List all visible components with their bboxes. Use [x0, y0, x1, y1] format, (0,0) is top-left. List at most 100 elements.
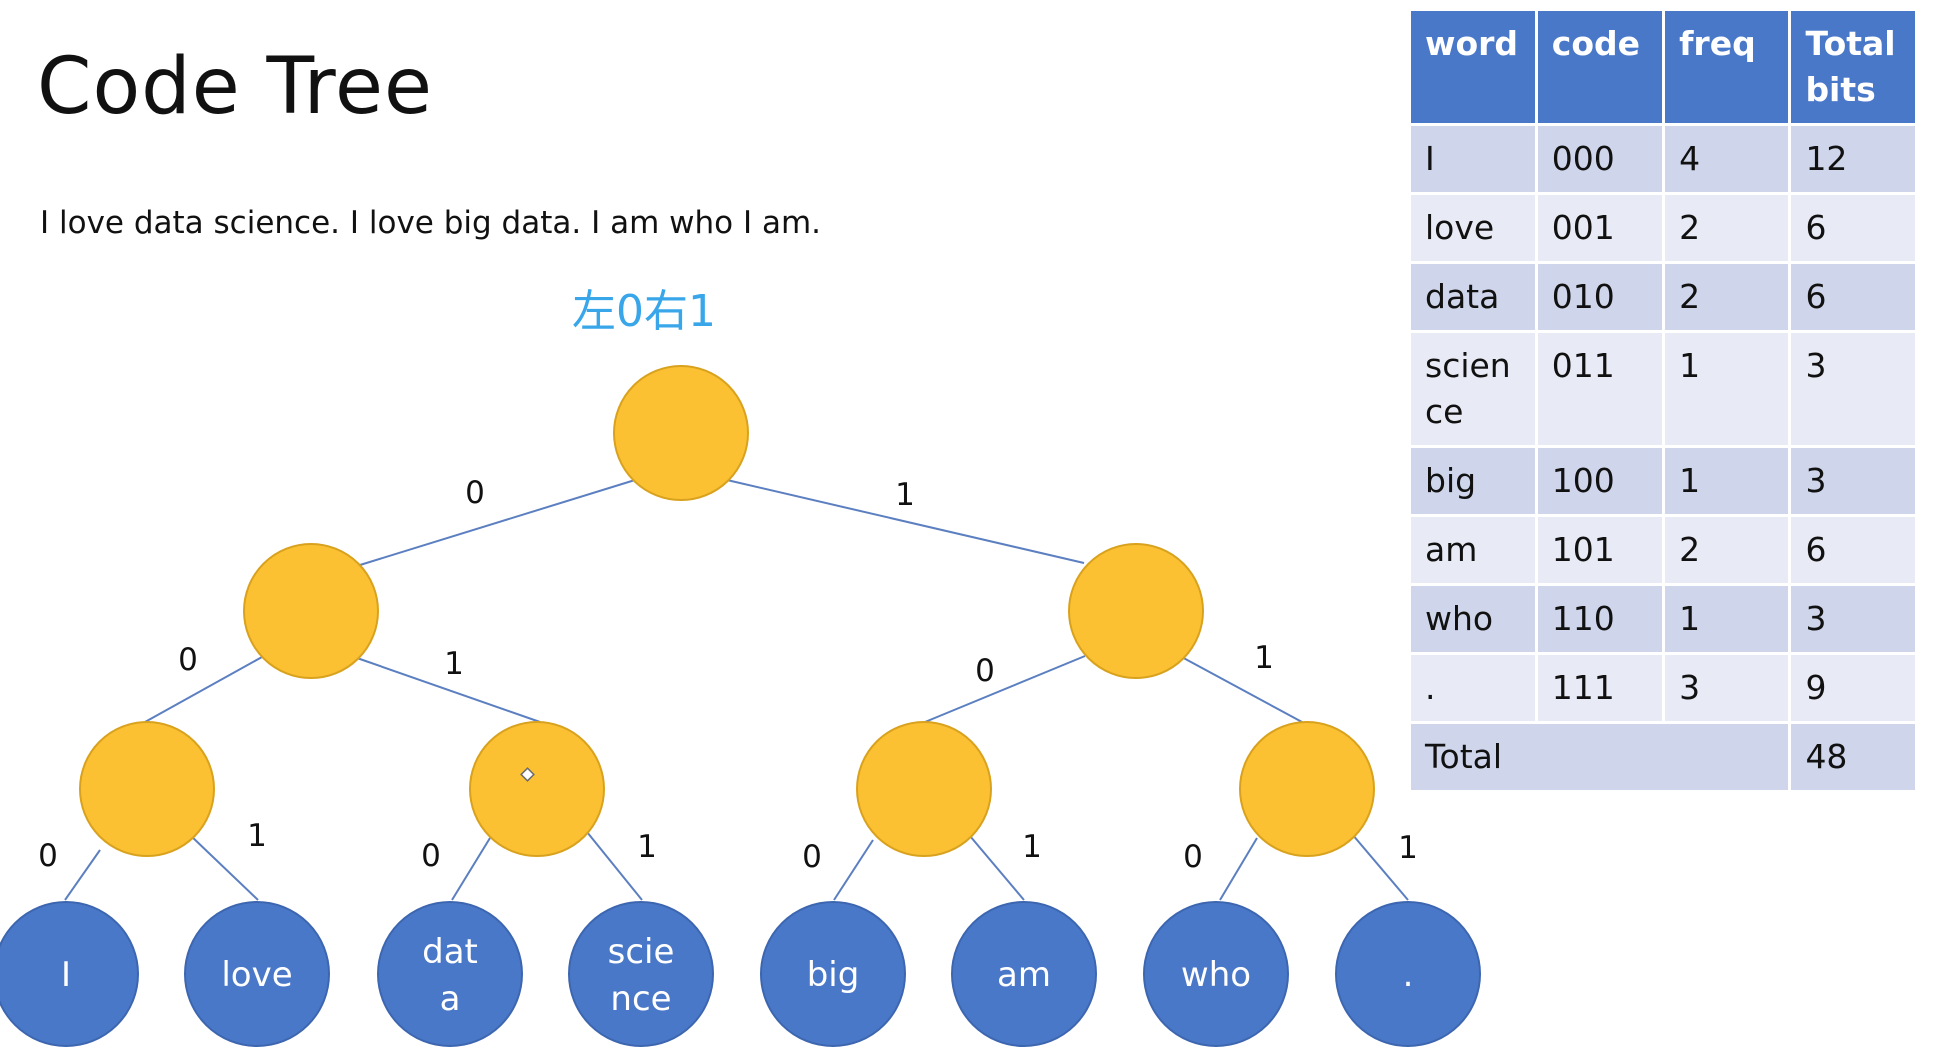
- leaf-label-data-line1: dat: [422, 932, 478, 972]
- edge-rl-left: [833, 839, 874, 901]
- cell-total: 6: [1788, 192, 1918, 264]
- table-row: big 100 1 3: [1408, 445, 1918, 517]
- cell-code: 101: [1534, 514, 1666, 586]
- edge-r-left: [924, 655, 1086, 723]
- leaf-node-i: [0, 901, 139, 1047]
- header-word: word: [1408, 8, 1538, 126]
- cell-word: who: [1408, 583, 1538, 655]
- cell-freq: 4: [1662, 123, 1792, 195]
- cell-code: 100: [1534, 445, 1666, 517]
- edge-ll-right: [189, 834, 259, 901]
- table-row: who 110 1 3: [1408, 583, 1918, 655]
- cell-total: 9: [1788, 652, 1918, 724]
- header-total-bits: Total bits: [1788, 8, 1918, 126]
- edge-label-r-left: 0: [975, 653, 995, 689]
- leaf-label-who: who: [1181, 955, 1251, 995]
- slide-title: Code Tree: [37, 42, 433, 132]
- cell-freq: 1: [1662, 330, 1792, 448]
- node-root: [613, 365, 749, 501]
- total-value: 48: [1788, 721, 1918, 793]
- leaf-node-science: [568, 901, 714, 1047]
- edge-rr-right: [1351, 833, 1409, 901]
- cell-total: 12: [1788, 123, 1918, 195]
- table-row: scien ce 011 1 3: [1408, 330, 1918, 448]
- edge-rr-left: [1219, 837, 1258, 901]
- leaf-label-data-line2: a: [440, 979, 461, 1019]
- cell-word: love: [1408, 192, 1538, 264]
- cell-code: 111: [1534, 652, 1666, 724]
- cell-word: I: [1408, 123, 1538, 195]
- node-right-right: [1239, 721, 1375, 857]
- leaf-node-data: [377, 901, 523, 1047]
- leaf-label-period: .: [1403, 955, 1414, 995]
- internal-nodes: [79, 365, 1375, 857]
- edge-label-ll-left: 0: [38, 838, 58, 874]
- cell-total: 3: [1788, 330, 1918, 448]
- header-freq: freq: [1662, 8, 1792, 126]
- leaf-label-science-line1: scie: [608, 932, 675, 972]
- leaf-labels: I love dat a scie nce big am who .: [61, 932, 1413, 1019]
- leaf-node-who: [1143, 901, 1289, 1047]
- table-row: . 111 3 9: [1408, 652, 1918, 724]
- edge-lr-right: [586, 831, 643, 901]
- leaf-node-am: [951, 901, 1097, 1047]
- leaf-nodes: [0, 901, 1481, 1047]
- left-right-hint: 左0右1: [572, 286, 716, 337]
- cell-total: 6: [1788, 261, 1918, 333]
- table-header-row: word code freq Total bits: [1408, 8, 1918, 126]
- edge-l-right: [356, 657, 541, 723]
- edge-r-right: [1177, 654, 1303, 723]
- cell-word: big: [1408, 445, 1538, 517]
- cell-freq: 1: [1662, 583, 1792, 655]
- cell-total: 3: [1788, 583, 1918, 655]
- leaf-label-science-line2: nce: [610, 979, 671, 1019]
- edge-label-root-left: 0: [465, 475, 485, 511]
- cell-word: .: [1408, 652, 1538, 724]
- edge-root-left: [359, 479, 636, 566]
- cell-total: 3: [1788, 445, 1918, 517]
- cell-code: 001: [1534, 192, 1666, 264]
- cell-code: 011: [1534, 330, 1666, 448]
- edge-l-left: [144, 656, 263, 723]
- cell-word: scien ce: [1408, 330, 1538, 448]
- edge-lr-left: [451, 837, 491, 901]
- edge-label-root-right: 1: [895, 477, 915, 513]
- edge-label-l-left: 0: [178, 642, 198, 678]
- cell-freq: 3: [1662, 652, 1792, 724]
- leaf-node-period: [1335, 901, 1481, 1047]
- edge-root-right: [726, 479, 1085, 564]
- leaf-label-big: big: [807, 955, 860, 995]
- edge-rl-right: [969, 835, 1025, 901]
- edge-label-rl-right: 1: [1022, 829, 1042, 865]
- edge-label-l-right: 1: [444, 646, 464, 682]
- cell-freq: 2: [1662, 514, 1792, 586]
- leaf-node-love: [184, 901, 330, 1047]
- cell-code: 000: [1534, 123, 1666, 195]
- tree-edges: [64, 479, 1409, 901]
- cell-freq: 2: [1662, 192, 1792, 264]
- total-label: Total: [1407, 721, 1792, 793]
- leaf-label-love: love: [221, 955, 292, 995]
- leaf-label-am: am: [997, 955, 1051, 995]
- edge-ll-left: [64, 849, 101, 901]
- code-table: word code freq Total bits I 000 4 12 love…: [1407, 8, 1918, 793]
- cell-word: data: [1408, 261, 1538, 333]
- leaf-label-i: I: [61, 955, 71, 995]
- node-left-left: [79, 721, 215, 857]
- edge-labels: 0 1 0 1 0 1 0 1 0 1 0 1 0 1: [38, 475, 1418, 875]
- cell-code: 110: [1534, 583, 1666, 655]
- cell-freq: 1: [1662, 445, 1792, 517]
- edge-label-r-right: 1: [1254, 640, 1274, 676]
- cell-total: 6: [1788, 514, 1918, 586]
- node-right: [1068, 543, 1204, 679]
- node-right-left: [856, 721, 992, 857]
- node-left: [243, 543, 379, 679]
- edge-label-lr-right: 1: [637, 829, 657, 865]
- edge-label-ll-right: 1: [247, 818, 267, 854]
- leaf-node-big: [760, 901, 906, 1047]
- cell-freq: 2: [1662, 261, 1792, 333]
- table-row: I 000 4 12: [1408, 123, 1918, 195]
- edge-label-rr-left: 0: [1183, 839, 1203, 875]
- table-row: data 010 2 6: [1408, 261, 1918, 333]
